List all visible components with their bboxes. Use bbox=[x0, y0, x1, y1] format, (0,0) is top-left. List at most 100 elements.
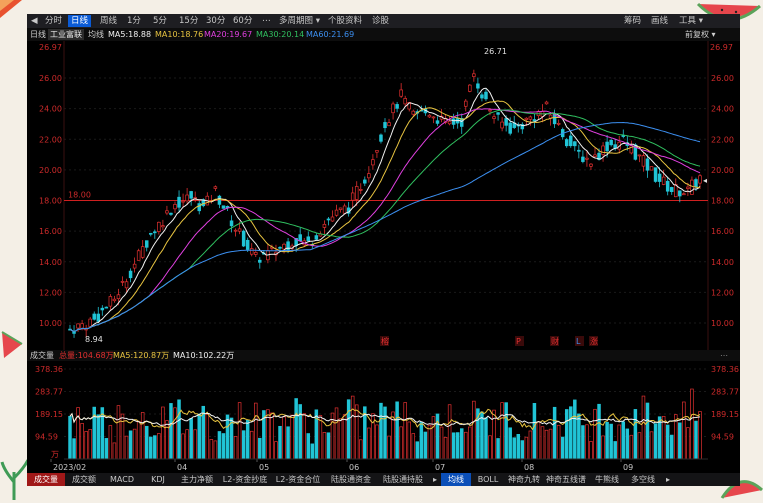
candle-body bbox=[564, 139, 569, 147]
volume-bar bbox=[455, 432, 460, 460]
ma-selector[interactable]: 均线 bbox=[88, 30, 104, 39]
indicator-tabs: 成交量 成交额 MACD KDJ 主力净额 L2-资金抄底 L2-资金合位 陆股… bbox=[27, 473, 740, 486]
volume-bar bbox=[508, 427, 512, 460]
candle-body bbox=[669, 187, 674, 192]
event-marker: 榕 bbox=[380, 336, 389, 346]
volume-axis-label-right: 94.59 bbox=[711, 433, 734, 442]
candle-body bbox=[492, 116, 496, 119]
adjust-dropdown[interactable]: 前复权 ▾ bbox=[685, 30, 716, 39]
volume-bar bbox=[249, 430, 254, 460]
volume-bar bbox=[169, 403, 173, 460]
tab-bull-bear[interactable]: 牛熊线 bbox=[595, 475, 619, 484]
tab-northbound-funds[interactable]: 陆股通资金 bbox=[331, 475, 371, 484]
tab-long-short[interactable]: 多空线 bbox=[631, 475, 655, 484]
tab-1min[interactable]: 1分 bbox=[127, 16, 141, 26]
tab-more-indicators-icon[interactable]: ▸ bbox=[432, 475, 437, 484]
tab-northbound-holdings[interactable]: 陆股通持股 bbox=[383, 475, 423, 484]
volume-bar bbox=[96, 414, 101, 460]
tab-30min[interactable]: 30分 bbox=[206, 16, 226, 26]
candlestick-chart[interactable]: 18.00 26.97 26.97 26.00 24.00 22.00 20.00 18… bbox=[27, 41, 740, 350]
tab-main-net[interactable]: 主力净额 bbox=[181, 475, 213, 484]
tab-moving-average[interactable]: 均线 bbox=[441, 473, 471, 486]
tab-daily[interactable]: 日线 bbox=[68, 15, 92, 27]
ma5-value: MA5:18.88 bbox=[108, 30, 152, 39]
candle-body bbox=[128, 270, 133, 279]
stock-profile-button[interactable]: 个股资料 bbox=[328, 16, 363, 26]
candle-body bbox=[153, 231, 157, 234]
candle-body bbox=[524, 117, 529, 120]
volume-chart[interactable]: 378.36 283.77 189.15 94.59 378.36 283.77 189.… bbox=[27, 361, 740, 473]
volume-bar bbox=[686, 427, 690, 460]
ma20-line bbox=[69, 108, 701, 333]
volume-bar bbox=[185, 429, 189, 460]
candle-body bbox=[496, 112, 500, 115]
back-arrow-icon[interactable]: ◀ bbox=[31, 16, 38, 26]
ma-info-bar: 日线 工业富联 均线 MA5:18.88 MA10:18.76 MA20:19.… bbox=[27, 28, 740, 41]
volume-unit: 万 bbox=[51, 450, 59, 459]
tab-intraday[interactable]: 分时 bbox=[45, 16, 63, 26]
event-marker-label: 涨 bbox=[590, 336, 598, 346]
candle-body bbox=[286, 241, 290, 251]
candle-body bbox=[181, 200, 185, 203]
tab-turnover[interactable]: 成交额 bbox=[72, 475, 96, 484]
volume-bar bbox=[443, 436, 448, 460]
price-axis-label-left: 24.00 bbox=[39, 105, 62, 114]
volume-bar bbox=[552, 406, 557, 460]
candle-body bbox=[330, 216, 335, 222]
tab-5min[interactable]: 5分 bbox=[153, 16, 167, 26]
multi-period-dropdown[interactable]: 多周期图 ▾ bbox=[279, 16, 320, 26]
volume-bar bbox=[480, 411, 484, 460]
candle-body bbox=[169, 212, 173, 215]
volume-bar bbox=[241, 430, 246, 460]
candle-body bbox=[504, 118, 508, 126]
tab-l2-bottom[interactable]: L2-资金抄底 bbox=[222, 475, 268, 484]
volume-bar bbox=[322, 432, 327, 460]
tab-15min[interactable]: 15分 bbox=[179, 16, 199, 26]
event-marker-label: L bbox=[576, 337, 581, 346]
candle-body bbox=[185, 194, 189, 202]
candle-body bbox=[609, 139, 613, 146]
stock-name[interactable]: 工业富联 bbox=[48, 29, 84, 40]
candle-body bbox=[338, 207, 343, 210]
tab-kdj[interactable]: KDJ bbox=[151, 475, 165, 484]
volume-ma5-line bbox=[69, 408, 701, 431]
volume-bar bbox=[306, 433, 311, 460]
volume-bar bbox=[629, 434, 634, 460]
volume-bar bbox=[334, 407, 339, 460]
candle-body bbox=[197, 203, 201, 212]
candle-body bbox=[314, 235, 319, 240]
tab-weekly[interactable]: 周线 bbox=[100, 16, 118, 26]
drawing-button[interactable]: 画线 bbox=[651, 16, 669, 26]
candle-body bbox=[698, 175, 702, 184]
volume-bar bbox=[484, 417, 488, 460]
volume-bar bbox=[112, 442, 117, 460]
volume-bar bbox=[500, 402, 504, 460]
diagnose-button[interactable]: 诊股 bbox=[372, 16, 390, 26]
tab-magic-five[interactable]: 神奇五线谱 bbox=[546, 475, 586, 484]
candle-body bbox=[641, 155, 646, 167]
candle-body bbox=[500, 121, 504, 129]
candle-body bbox=[665, 180, 670, 192]
tab-magic-nine[interactable]: 神奇九转 bbox=[508, 475, 540, 484]
chips-button[interactable]: 筹码 bbox=[624, 16, 642, 26]
candle-body bbox=[686, 186, 690, 190]
tab-l2-position[interactable]: L2-资金合位 bbox=[275, 475, 321, 484]
candle-body bbox=[298, 234, 302, 242]
volume-bar bbox=[72, 438, 76, 460]
tab-more-right-icon[interactable]: ▸ bbox=[665, 475, 670, 484]
volume-bar bbox=[423, 431, 428, 460]
volume-title[interactable]: 成交量 bbox=[30, 351, 54, 360]
volume-bar bbox=[173, 407, 177, 460]
candle-body bbox=[459, 118, 464, 127]
tab-volume[interactable]: 成交量 bbox=[27, 473, 65, 486]
tab-60min[interactable]: 60分 bbox=[233, 16, 253, 26]
tools-dropdown[interactable]: 工具 ▾ bbox=[679, 16, 703, 26]
event-marker: P bbox=[515, 336, 524, 346]
volume-settings-icon[interactable]: ⋯ bbox=[720, 351, 728, 360]
price-axis-label-right: 18.00 bbox=[711, 197, 734, 206]
more-dots-icon[interactable]: ⋯ bbox=[262, 16, 271, 26]
tab-boll[interactable]: BOLL bbox=[477, 475, 499, 484]
tab-macd[interactable]: MACD bbox=[110, 475, 134, 484]
volume-bar bbox=[326, 432, 331, 460]
volume-bar bbox=[233, 435, 238, 460]
